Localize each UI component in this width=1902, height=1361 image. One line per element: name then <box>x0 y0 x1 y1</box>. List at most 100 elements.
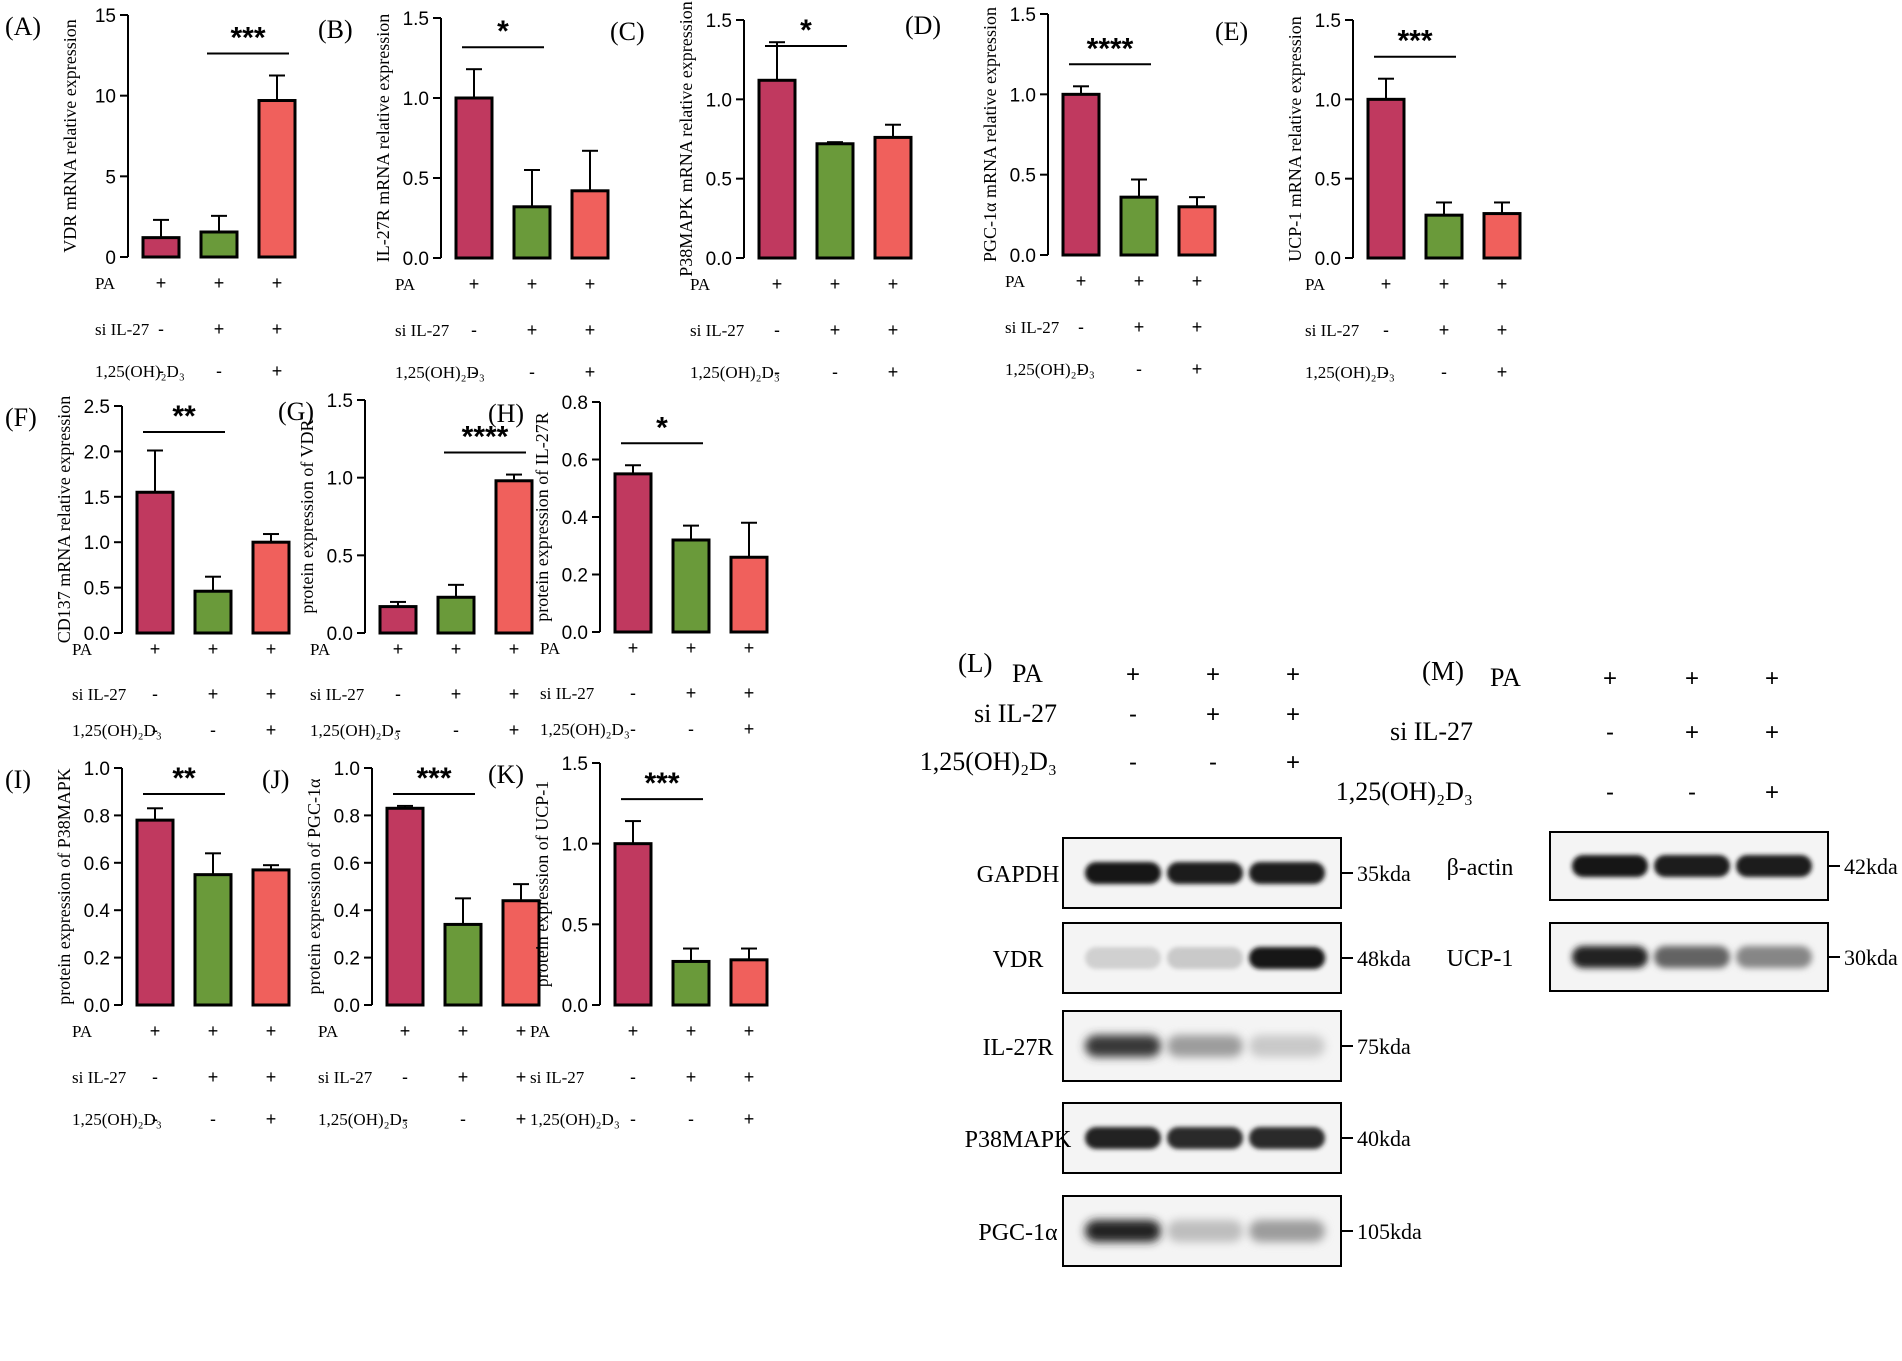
panel-label: (L) <box>958 648 992 678</box>
condition-sign: - <box>453 720 459 740</box>
blot-band <box>1654 946 1730 968</box>
condition-sign: + <box>1439 274 1450 294</box>
condition-sign: + <box>744 1067 755 1087</box>
y-tick-label: 0.8 <box>84 806 110 827</box>
significance-label: **** <box>1087 32 1134 65</box>
y-tick-label: 0 <box>105 248 116 269</box>
bar <box>729 958 769 1007</box>
y-tick-label: 0.2 <box>334 949 360 970</box>
condition-label: PA <box>1012 659 1043 688</box>
condition-label: PA <box>95 274 116 293</box>
panel-label: (E) <box>1215 17 1248 46</box>
condition-sign: + <box>1134 317 1145 337</box>
condition-sign: + <box>509 639 520 659</box>
y-axis-label: UCP-1 mRNA relative expression <box>1285 16 1305 261</box>
significance-label: **** <box>462 421 509 454</box>
band-label: P38MAPK <box>965 1127 1072 1153</box>
condition-sign: + <box>585 362 596 382</box>
kda-label: 105kda <box>1357 1219 1422 1244</box>
condition-sign: + <box>1286 661 1300 688</box>
condition-sign: + <box>1192 359 1203 379</box>
condition-sign: + <box>527 274 538 294</box>
condition-sign: - <box>688 719 694 739</box>
blot-band-row: GAPDH 35kda <box>977 837 1411 909</box>
panel-label: (M) <box>1422 656 1464 686</box>
bar <box>1119 195 1159 257</box>
y-axis-label: P38MAPK mRNA relative expression <box>676 1 696 276</box>
condition-sign: + <box>1286 701 1300 728</box>
condition-sign: + <box>150 639 161 659</box>
bar <box>193 873 233 1007</box>
condition-sign: - <box>152 1109 158 1129</box>
y-tick-label: 0.5 <box>706 170 732 191</box>
y-tick-label: 0.8 <box>334 806 360 827</box>
condition-label: PA <box>1490 663 1521 692</box>
y-tick-label: 1.0 <box>1315 90 1341 111</box>
significance-label: * <box>656 411 668 444</box>
bar <box>873 135 913 260</box>
condition-sign: + <box>1765 779 1779 806</box>
condition-sign: - <box>529 362 535 382</box>
condition-label: si IL-27 <box>1005 318 1060 337</box>
condition-label: 1,25(OH)₂D₃ <box>530 1110 620 1129</box>
condition-sign: + <box>516 1109 527 1129</box>
bar <box>257 99 297 259</box>
y-tick-label: 0.0 <box>1315 249 1341 270</box>
condition-sign: + <box>458 1021 469 1041</box>
y-tick-label: 0.0 <box>327 624 353 645</box>
kda-label: 48kda <box>1357 946 1411 971</box>
blot-band <box>1167 862 1243 884</box>
condition-sign: - <box>832 362 838 382</box>
y-tick-label: 0.0 <box>84 996 110 1017</box>
y-tick-label: 0.0 <box>1010 246 1036 267</box>
bar <box>815 142 855 260</box>
y-axis-label: protein expression of VDR <box>297 419 317 613</box>
condition-sign: - <box>152 684 158 704</box>
condition-sign: - <box>774 320 780 340</box>
condition-sign: - <box>460 1109 466 1129</box>
y-tick-label: 0.0 <box>706 249 732 270</box>
condition-sign: + <box>744 719 755 739</box>
condition-label: PA <box>395 275 416 294</box>
bar <box>193 589 233 635</box>
condition-sign: + <box>272 273 283 293</box>
condition-label: PA <box>318 1022 339 1041</box>
panel-label: (K) <box>488 760 524 789</box>
condition-label: si IL-27 <box>395 321 450 340</box>
y-tick-label: 0.0 <box>562 996 588 1017</box>
condition-sign: + <box>585 274 596 294</box>
condition-sign: + <box>1497 362 1508 382</box>
y-axis-label: CD137 mRNA relative expression <box>54 396 74 643</box>
y-tick-label: 5 <box>105 167 116 188</box>
y-tick-label: 1.5 <box>706 11 732 32</box>
condition-sign: + <box>830 274 841 294</box>
condition-label: PA <box>72 640 93 659</box>
condition-label: PA <box>540 639 561 658</box>
condition-sign: + <box>1286 749 1300 776</box>
chart-i: (I) 0.0 0.2 0.4 0.6 0.8 1.0 protein expression … <box>5 759 291 1129</box>
band-label: UCP-1 <box>1447 946 1514 972</box>
condition-sign: + <box>1439 320 1450 340</box>
condition-sign: + <box>469 274 480 294</box>
bar <box>570 189 610 260</box>
y-tick-label: 0.8 <box>562 393 588 414</box>
bar <box>671 538 711 634</box>
condition-sign: - <box>774 362 780 382</box>
condition-sign: - <box>1606 719 1614 746</box>
condition-sign: + <box>208 1067 219 1087</box>
condition-label: si IL-27 <box>318 1068 373 1087</box>
bar <box>1366 97 1406 260</box>
y-tick-label: 1.0 <box>327 469 353 490</box>
bar <box>436 595 476 635</box>
blot-band <box>1249 1127 1325 1149</box>
condition-sign: + <box>744 638 755 658</box>
condition-sign: + <box>1765 719 1779 746</box>
chart-d: (D) 0.0 0.5 1.0 1.5 PGC-1α mRNA relative expr… <box>905 5 1217 379</box>
y-tick-label: 0.4 <box>334 901 361 922</box>
condition-sign: - <box>1441 362 1447 382</box>
significance-label: * <box>800 14 812 47</box>
bar <box>1482 212 1522 260</box>
blot-band <box>1167 1035 1243 1057</box>
blot-l: (L) PA + + + si IL-27 - + +1,25(OH)₂D₃ - - + GAPDH 35… <box>920 648 1422 1267</box>
bar <box>1424 213 1464 260</box>
